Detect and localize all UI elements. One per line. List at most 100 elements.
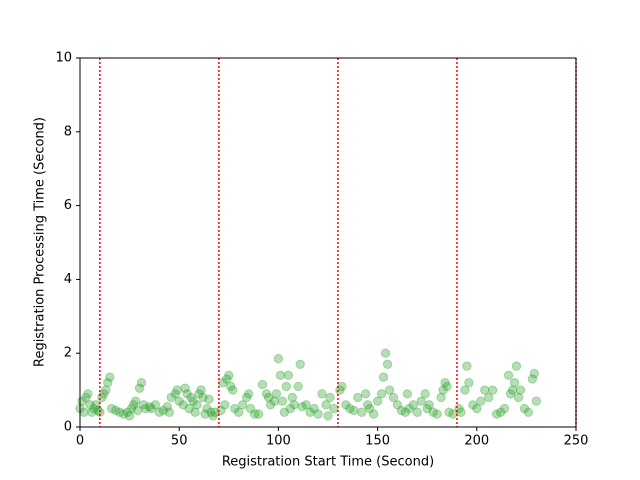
point <box>124 411 135 421</box>
point <box>263 392 274 403</box>
point <box>295 359 305 369</box>
point <box>146 403 157 414</box>
point <box>511 361 522 371</box>
point <box>220 400 230 410</box>
point <box>372 396 383 406</box>
point <box>83 389 93 399</box>
y-tick-label: 2 <box>64 346 72 361</box>
point <box>158 405 169 416</box>
point <box>190 407 200 417</box>
point <box>241 392 252 403</box>
point <box>442 381 452 392</box>
point <box>128 400 139 410</box>
point <box>484 392 494 403</box>
point <box>531 396 542 406</box>
point <box>122 407 133 417</box>
point <box>170 389 180 399</box>
point <box>134 383 145 393</box>
point <box>265 400 276 410</box>
point <box>376 389 387 399</box>
point <box>360 389 371 399</box>
point <box>85 400 95 410</box>
point <box>349 405 359 416</box>
point <box>436 392 446 403</box>
y-tick-label: 8 <box>64 124 72 139</box>
point <box>180 383 190 393</box>
point <box>297 402 307 412</box>
point <box>293 381 303 392</box>
y-tick-label: 0 <box>64 420 72 435</box>
point <box>301 400 311 410</box>
point <box>507 385 518 395</box>
point <box>275 370 286 381</box>
x-tick-label: 150 <box>365 434 390 449</box>
point <box>281 381 292 392</box>
point <box>408 400 419 410</box>
point <box>412 407 422 417</box>
point <box>174 396 184 406</box>
point <box>491 409 502 419</box>
point <box>226 381 236 392</box>
point <box>515 385 526 395</box>
point <box>422 403 432 414</box>
point <box>208 411 218 421</box>
point <box>432 409 442 419</box>
point <box>132 405 143 416</box>
point <box>368 409 379 419</box>
point <box>162 402 172 412</box>
point <box>105 372 115 382</box>
point <box>285 403 296 414</box>
x-tick-label: 100 <box>266 434 291 449</box>
point <box>337 381 347 392</box>
point <box>424 400 434 410</box>
point <box>91 400 101 410</box>
point <box>257 379 268 390</box>
point <box>329 403 339 414</box>
point <box>305 407 315 417</box>
point <box>200 409 210 419</box>
point <box>194 389 204 399</box>
point <box>505 389 516 399</box>
point <box>513 392 524 403</box>
point <box>380 348 391 358</box>
point <box>480 385 490 395</box>
point <box>154 407 165 417</box>
x-tick-label: 0 <box>76 434 84 449</box>
point <box>184 403 194 414</box>
y-tick-label: 4 <box>64 272 72 287</box>
point <box>495 407 506 417</box>
point <box>111 405 121 416</box>
point <box>186 392 196 403</box>
point <box>499 403 510 414</box>
point <box>243 389 254 399</box>
point <box>81 392 91 403</box>
point <box>287 392 297 403</box>
point <box>438 385 448 395</box>
point <box>182 389 192 399</box>
point <box>519 403 530 414</box>
point <box>392 400 403 410</box>
point <box>402 389 413 399</box>
point <box>529 368 540 379</box>
point <box>509 378 520 388</box>
point <box>420 389 430 399</box>
point <box>249 409 260 419</box>
point <box>114 407 125 417</box>
point <box>440 378 450 388</box>
point <box>164 407 174 417</box>
point <box>476 396 486 406</box>
point <box>487 385 498 395</box>
point <box>198 392 208 403</box>
point <box>99 389 109 399</box>
y-tick-label: 6 <box>64 198 72 213</box>
point <box>188 396 198 406</box>
point <box>136 378 147 388</box>
point <box>228 385 238 395</box>
point <box>202 403 212 414</box>
point <box>103 378 113 388</box>
point <box>472 403 482 414</box>
point <box>323 411 333 421</box>
point <box>140 403 151 414</box>
point <box>382 359 393 369</box>
point <box>192 400 202 410</box>
